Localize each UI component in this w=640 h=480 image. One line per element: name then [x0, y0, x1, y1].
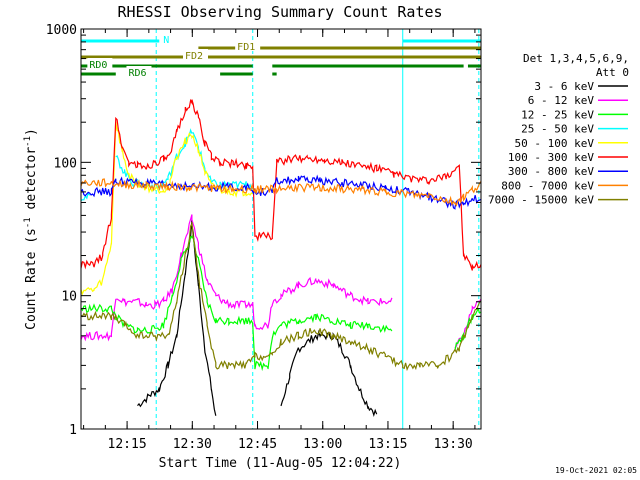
status-bar-label: FD2: [185, 51, 203, 62]
status-bar-label: RD6: [128, 68, 146, 79]
series-line-5: [81, 98, 481, 271]
y-axis-label-sup2: -1: [23, 136, 33, 147]
legend-header-1: Det 1,3,4,5,6,9,: [523, 52, 629, 65]
series-line-0: [137, 219, 378, 418]
x-tick-label: 12:30: [173, 437, 212, 452]
x-axis-label: Start Time (11-Aug-05 12:04:22): [159, 456, 402, 471]
y-axis-label-mid: detector: [24, 147, 39, 218]
vertical-markers: [155, 29, 480, 429]
series-line-6: [81, 174, 481, 210]
x-tick-label: 13:15: [368, 437, 407, 452]
status-bar-label: RD0: [89, 60, 107, 71]
legend-label: 7000 - 15000 keV: [488, 194, 594, 207]
y-ticks: 1 10 100 1000: [46, 23, 481, 438]
series-line-2: [81, 235, 481, 372]
x-ticks: 12:15 12:30 12:45 13:00 13:15 13:30: [83, 29, 476, 452]
legend-label: 100 - 300 keV: [508, 151, 594, 164]
y-axis-label-end: ): [24, 128, 39, 136]
legend-label: 6 - 12 keV: [528, 94, 595, 107]
legend-label: 12 - 25 keV: [521, 108, 594, 121]
y-tick-label: 100: [54, 156, 77, 171]
plot-frame: [80, 28, 482, 430]
timestamp: 19-Oct-2021 02:05: [555, 466, 637, 475]
legend-header-2: Att 0: [596, 66, 629, 79]
y-axis-label-main: Count Rate (s: [24, 228, 39, 330]
x-tick-label: 13:00: [303, 437, 342, 452]
series-line-8: [81, 221, 481, 372]
legend-label: 25 - 50 keV: [521, 123, 594, 136]
legend-label: 50 - 100 keV: [515, 137, 595, 150]
y-tick-label: 1000: [46, 23, 77, 38]
y-axis-label: Count Rate (s-1 detector-1): [23, 128, 39, 330]
status-bar-label: FD1: [237, 42, 255, 53]
status-bars: N FD1 FD2 RD0 RD6: [81, 33, 481, 79]
status-bar-label-bg: [161, 33, 173, 44]
series-line-7: [81, 178, 481, 207]
y-tick-label: 1: [69, 423, 77, 438]
series-line-4: [81, 121, 254, 296]
chart-title: RHESSI Observing Summary Count Rates: [117, 3, 442, 21]
status-bar-label-bg: [235, 40, 261, 51]
status-bar-label: N: [163, 35, 169, 46]
status-bar-label-bg: [126, 66, 152, 77]
series-line-1: [81, 214, 481, 349]
x-tick-label: 12:15: [108, 437, 147, 452]
legend-label: 3 - 6 keV: [534, 80, 594, 93]
y-tick-label: 10: [61, 290, 77, 305]
status-bar-label-bg: [183, 49, 208, 60]
x-tick-label: 13:30: [434, 437, 473, 452]
legend-label: 300 - 800 keV: [508, 165, 594, 178]
status-bar-label-bg: [87, 58, 113, 69]
y-axis-label-sup1: -1: [23, 217, 33, 228]
x-tick-label: 12:45: [238, 437, 277, 452]
series-layer: [81, 98, 481, 418]
legend-label: 800 - 7000 keV: [501, 179, 594, 192]
